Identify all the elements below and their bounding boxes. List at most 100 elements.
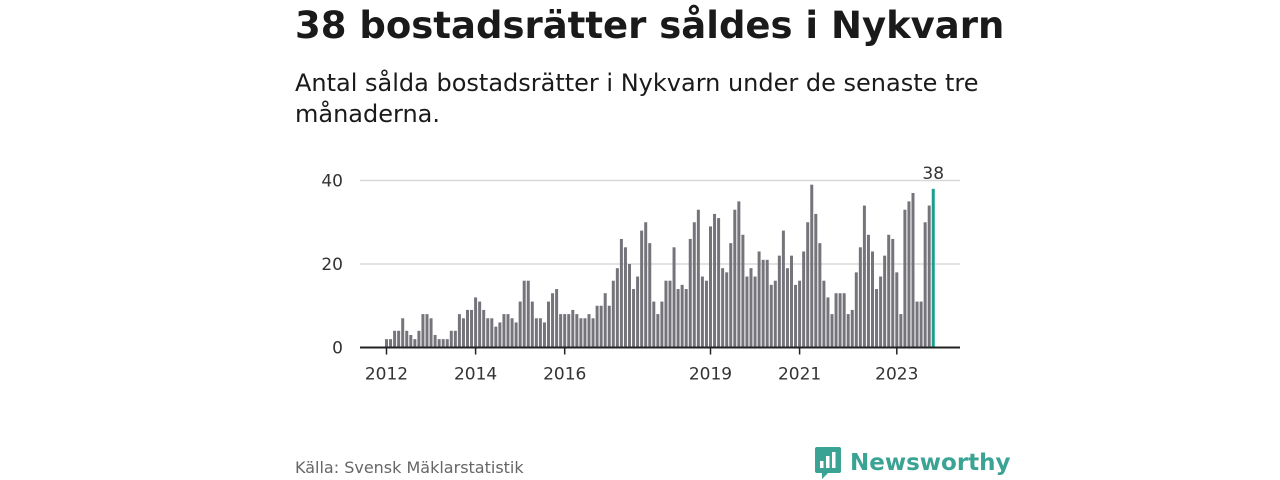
bar: [785, 268, 789, 348]
bar: [656, 314, 660, 348]
bar: [806, 222, 810, 348]
bar: [518, 301, 522, 348]
newsworthy-logo[interactable]: Newsworthy: [814, 446, 1011, 480]
bar: [741, 234, 745, 348]
bar: [607, 305, 611, 348]
bar: [538, 318, 542, 348]
bar: [721, 268, 725, 348]
bar: [534, 318, 538, 348]
bar: [866, 234, 870, 348]
bar: [583, 318, 587, 348]
bar: [858, 247, 862, 348]
x-tick-label: 2016: [543, 365, 586, 385]
bar: [445, 339, 449, 348]
bar: [502, 314, 506, 348]
bar: [871, 251, 874, 348]
bar: [887, 234, 891, 348]
bar: [729, 243, 733, 348]
bar: [826, 297, 830, 348]
bar: [648, 243, 652, 348]
bar: [619, 238, 623, 348]
y-tick-label: 20: [321, 255, 343, 275]
bar: [842, 293, 846, 348]
bar: [461, 318, 465, 348]
bar: [790, 255, 793, 348]
bar: [510, 318, 514, 348]
bar: [737, 201, 741, 348]
bar: [862, 205, 866, 348]
bar: [660, 301, 664, 348]
bar: [688, 238, 692, 348]
bar: [891, 238, 895, 348]
bar: [725, 272, 729, 348]
bar: [765, 259, 769, 348]
bar: [603, 293, 607, 348]
bar: [441, 339, 445, 348]
bar: [385, 339, 388, 348]
bar: [777, 255, 781, 348]
bar: [498, 322, 502, 348]
bar: [555, 289, 559, 348]
brand-name: Newsworthy: [850, 450, 1011, 476]
bar: [696, 209, 700, 348]
bar: [850, 309, 854, 348]
y-tick-label: 40: [321, 172, 343, 192]
bar: [449, 330, 453, 348]
bar: [838, 293, 842, 348]
bar: [834, 293, 838, 348]
x-tick-label: 2014: [454, 365, 497, 385]
bar: [563, 314, 567, 348]
bar: [551, 293, 555, 348]
bar: [879, 276, 883, 348]
bar: [899, 314, 903, 348]
bar: [846, 314, 850, 348]
bar: [911, 193, 915, 348]
bar: [389, 339, 393, 348]
bar: [474, 297, 478, 348]
bar: [875, 289, 879, 348]
bar: [672, 247, 676, 348]
bar: [883, 255, 887, 348]
bar: [595, 305, 599, 348]
bar: [761, 259, 765, 348]
x-tick-label: 2019: [689, 365, 732, 385]
bar: [494, 326, 498, 348]
bar: [692, 222, 696, 348]
bar: [429, 318, 433, 348]
bar: [830, 314, 834, 348]
bar: [798, 280, 802, 348]
bar: [433, 334, 437, 348]
bar: [599, 305, 603, 348]
bar: [466, 309, 469, 348]
bar: [919, 301, 923, 348]
bar: [704, 280, 708, 348]
bar: [794, 284, 798, 348]
bar: [923, 222, 927, 348]
bar: [542, 322, 546, 348]
source-credit: Källa: Svensk Mäklarstatistik: [295, 458, 524, 477]
bar: [810, 184, 814, 348]
chart-subtitle: Antal sålda bostadsrätter i Nykvarn unde…: [295, 69, 979, 128]
bar: [425, 314, 429, 348]
bar: [478, 301, 482, 348]
bar: [579, 318, 583, 348]
bar: [453, 330, 457, 348]
newsworthy-logo-icon: [815, 447, 841, 479]
bar: [623, 247, 627, 348]
highlight-value-label: 38: [922, 164, 944, 184]
bar: [822, 280, 826, 348]
bar: [482, 309, 486, 348]
bar: [769, 284, 773, 348]
bar: [611, 280, 615, 348]
y-tick-label: 0: [332, 339, 343, 359]
bar: [457, 314, 461, 348]
bar: [421, 314, 425, 348]
bar: [652, 301, 656, 348]
bar: [567, 314, 571, 348]
bar: [802, 251, 806, 348]
bar: [413, 339, 417, 348]
bar: [437, 339, 441, 348]
bar: [486, 318, 490, 348]
bar: [854, 272, 858, 348]
